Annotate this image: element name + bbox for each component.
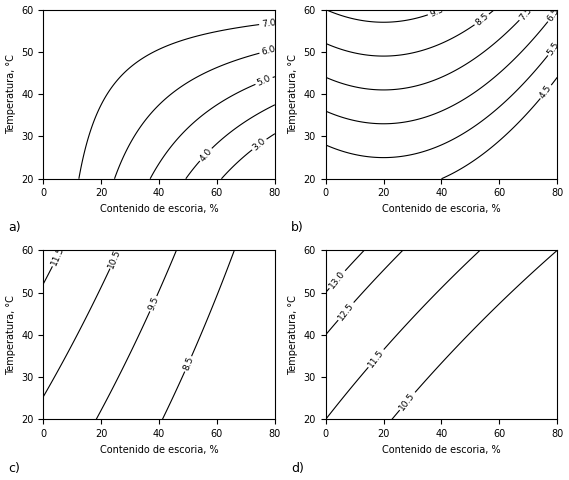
Text: 10.5: 10.5: [398, 390, 417, 412]
Text: b): b): [291, 221, 304, 234]
Text: 8.5: 8.5: [182, 356, 195, 372]
Text: d): d): [291, 462, 304, 475]
Text: 12.5: 12.5: [336, 300, 356, 322]
X-axis label: Contenido de escoria, %: Contenido de escoria, %: [100, 445, 218, 455]
Text: 6.5: 6.5: [546, 6, 561, 24]
Text: 4.0: 4.0: [197, 146, 214, 163]
Text: 8.5: 8.5: [473, 12, 490, 28]
Y-axis label: Temperatura, °C: Temperatura, °C: [288, 54, 298, 134]
Y-axis label: Temperatura, °C: Temperatura, °C: [288, 295, 298, 375]
X-axis label: Contenido de escoria, %: Contenido de escoria, %: [382, 445, 501, 455]
Text: 3.0: 3.0: [251, 136, 267, 153]
Text: 5.0: 5.0: [255, 74, 273, 88]
Text: 4.5: 4.5: [538, 84, 554, 100]
Text: a): a): [9, 221, 21, 234]
Text: 11.5: 11.5: [366, 348, 386, 369]
X-axis label: Contenido de escoria, %: Contenido de escoria, %: [382, 204, 501, 214]
Text: 9.5: 9.5: [428, 5, 445, 19]
Text: 7.5: 7.5: [517, 5, 533, 22]
X-axis label: Contenido de escoria, %: Contenido de escoria, %: [100, 204, 218, 214]
Text: 9.5: 9.5: [147, 295, 160, 312]
Text: c): c): [9, 462, 20, 475]
Text: 6.0: 6.0: [261, 45, 277, 57]
Text: 7.0: 7.0: [261, 18, 277, 29]
Text: 10.5: 10.5: [107, 247, 123, 269]
Text: 13.0: 13.0: [327, 269, 347, 290]
Text: 11.5: 11.5: [50, 245, 66, 267]
Text: 5.5: 5.5: [546, 40, 561, 57]
Y-axis label: Temperatura, °C: Temperatura, °C: [6, 295, 15, 375]
Y-axis label: Temperatura, °C: Temperatura, °C: [6, 54, 15, 134]
